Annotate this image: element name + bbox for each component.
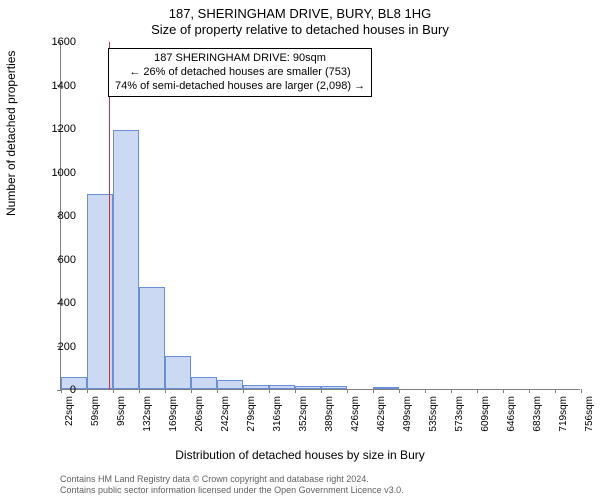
y-tick-label: 1200 (36, 123, 76, 135)
info-box-line1: 187 SHERINGHAM DRIVE: 90sqm (115, 52, 365, 66)
histogram-bar (295, 386, 320, 389)
x-tick-label: 756sqm (584, 396, 595, 446)
x-tick-label: 22sqm (64, 396, 75, 446)
x-tick-label: 609sqm (480, 396, 491, 446)
x-tick-label: 462sqm (376, 396, 387, 446)
x-tick (191, 389, 192, 393)
x-tick-label: 683sqm (532, 396, 543, 446)
x-axis-label: Distribution of detached houses by size … (0, 448, 600, 462)
x-tick (451, 389, 452, 393)
x-tick-label: 352sqm (298, 396, 309, 446)
histogram-bar (139, 287, 164, 389)
histogram-bar (373, 387, 398, 389)
x-tick (165, 389, 166, 393)
info-box-line2: ← 26% of detached houses are smaller (75… (115, 66, 365, 80)
histogram-bar (243, 385, 268, 389)
histogram-bar (113, 130, 138, 389)
x-tick (347, 389, 348, 393)
y-tick-label: 800 (36, 210, 76, 222)
x-tick-label: 646sqm (506, 396, 517, 446)
y-tick-label: 1600 (36, 36, 76, 48)
histogram-bar (191, 377, 216, 389)
x-tick (87, 389, 88, 393)
x-tick-label: 169sqm (168, 396, 179, 446)
y-tick-label: 400 (36, 297, 76, 309)
x-tick (217, 389, 218, 393)
x-tick (269, 389, 270, 393)
histogram-bar (165, 356, 190, 389)
x-tick-label: 573sqm (454, 396, 465, 446)
x-tick-label: 426sqm (350, 396, 361, 446)
x-tick (321, 389, 322, 393)
x-tick-label: 279sqm (246, 396, 257, 446)
x-tick (373, 389, 374, 393)
x-tick (295, 389, 296, 393)
y-tick-label: 0 (36, 384, 76, 396)
chart-title-sub: Size of property relative to detached ho… (0, 22, 600, 37)
x-tick (425, 389, 426, 393)
x-tick (139, 389, 140, 393)
x-tick-label: 206sqm (194, 396, 205, 446)
x-tick (399, 389, 400, 393)
credits-line1: Contains HM Land Registry data © Crown c… (60, 474, 404, 485)
x-tick-label: 389sqm (324, 396, 335, 446)
y-tick-label: 1000 (36, 167, 76, 179)
x-tick-label: 499sqm (402, 396, 413, 446)
x-tick-label: 95sqm (116, 396, 127, 446)
y-tick-label: 1400 (36, 80, 76, 92)
x-tick-label: 535sqm (428, 396, 439, 446)
x-tick (243, 389, 244, 393)
chart-title-main: 187, SHERINGHAM DRIVE, BURY, BL8 1HG (0, 6, 600, 21)
x-tick (477, 389, 478, 393)
x-tick-label: 59sqm (90, 396, 101, 446)
x-tick-label: 316sqm (272, 396, 283, 446)
x-tick (529, 389, 530, 393)
y-tick-label: 600 (36, 254, 76, 266)
x-tick (503, 389, 504, 393)
info-box: 187 SHERINGHAM DRIVE: 90sqm← 26% of deta… (108, 48, 372, 97)
info-box-line3: 74% of semi-detached houses are larger (… (115, 80, 365, 94)
x-tick (555, 389, 556, 393)
credits: Contains HM Land Registry data © Crown c… (60, 474, 404, 496)
credits-line2: Contains public sector information licen… (60, 485, 404, 496)
x-tick (113, 389, 114, 393)
y-axis-label: Number of detached properties (4, 51, 18, 216)
y-tick-label: 200 (36, 341, 76, 353)
x-tick-label: 132sqm (142, 396, 153, 446)
histogram-bar (217, 380, 242, 389)
x-tick (581, 389, 582, 393)
histogram-bar (321, 386, 346, 389)
histogram-bar (269, 385, 294, 389)
chart-container: 187, SHERINGHAM DRIVE, BURY, BL8 1HG Siz… (0, 0, 600, 500)
x-tick-label: 242sqm (220, 396, 231, 446)
x-tick-label: 719sqm (558, 396, 569, 446)
